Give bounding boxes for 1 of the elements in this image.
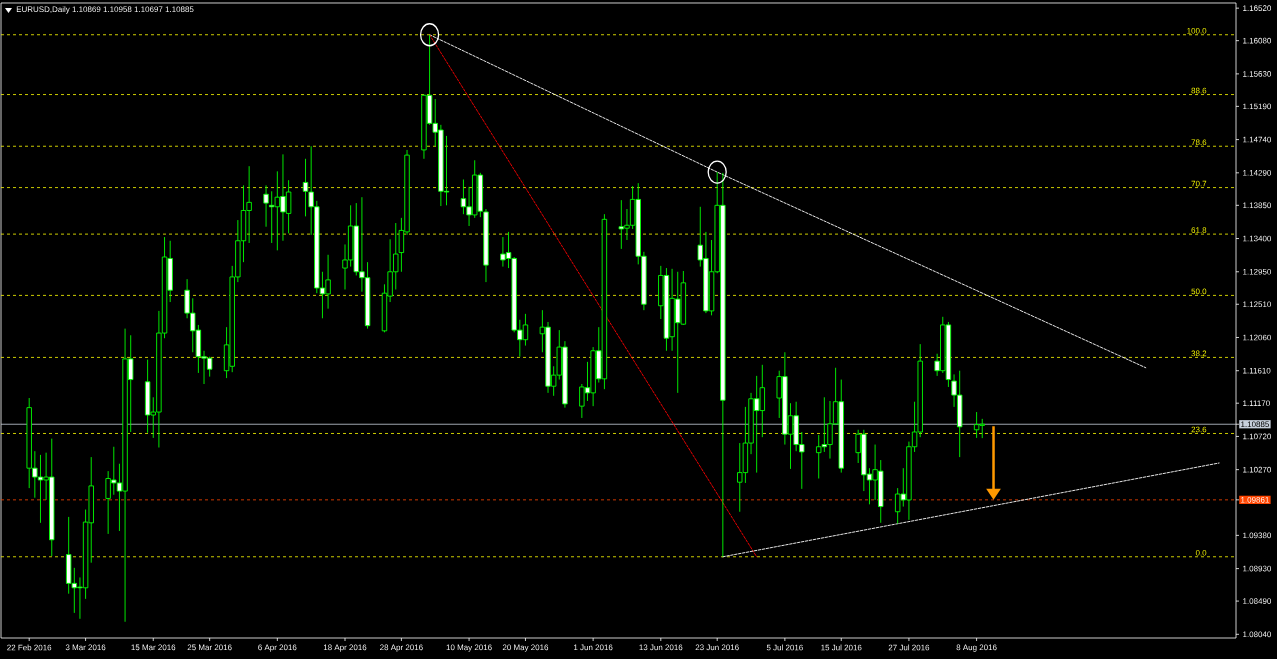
candlestick (263, 184, 269, 228)
